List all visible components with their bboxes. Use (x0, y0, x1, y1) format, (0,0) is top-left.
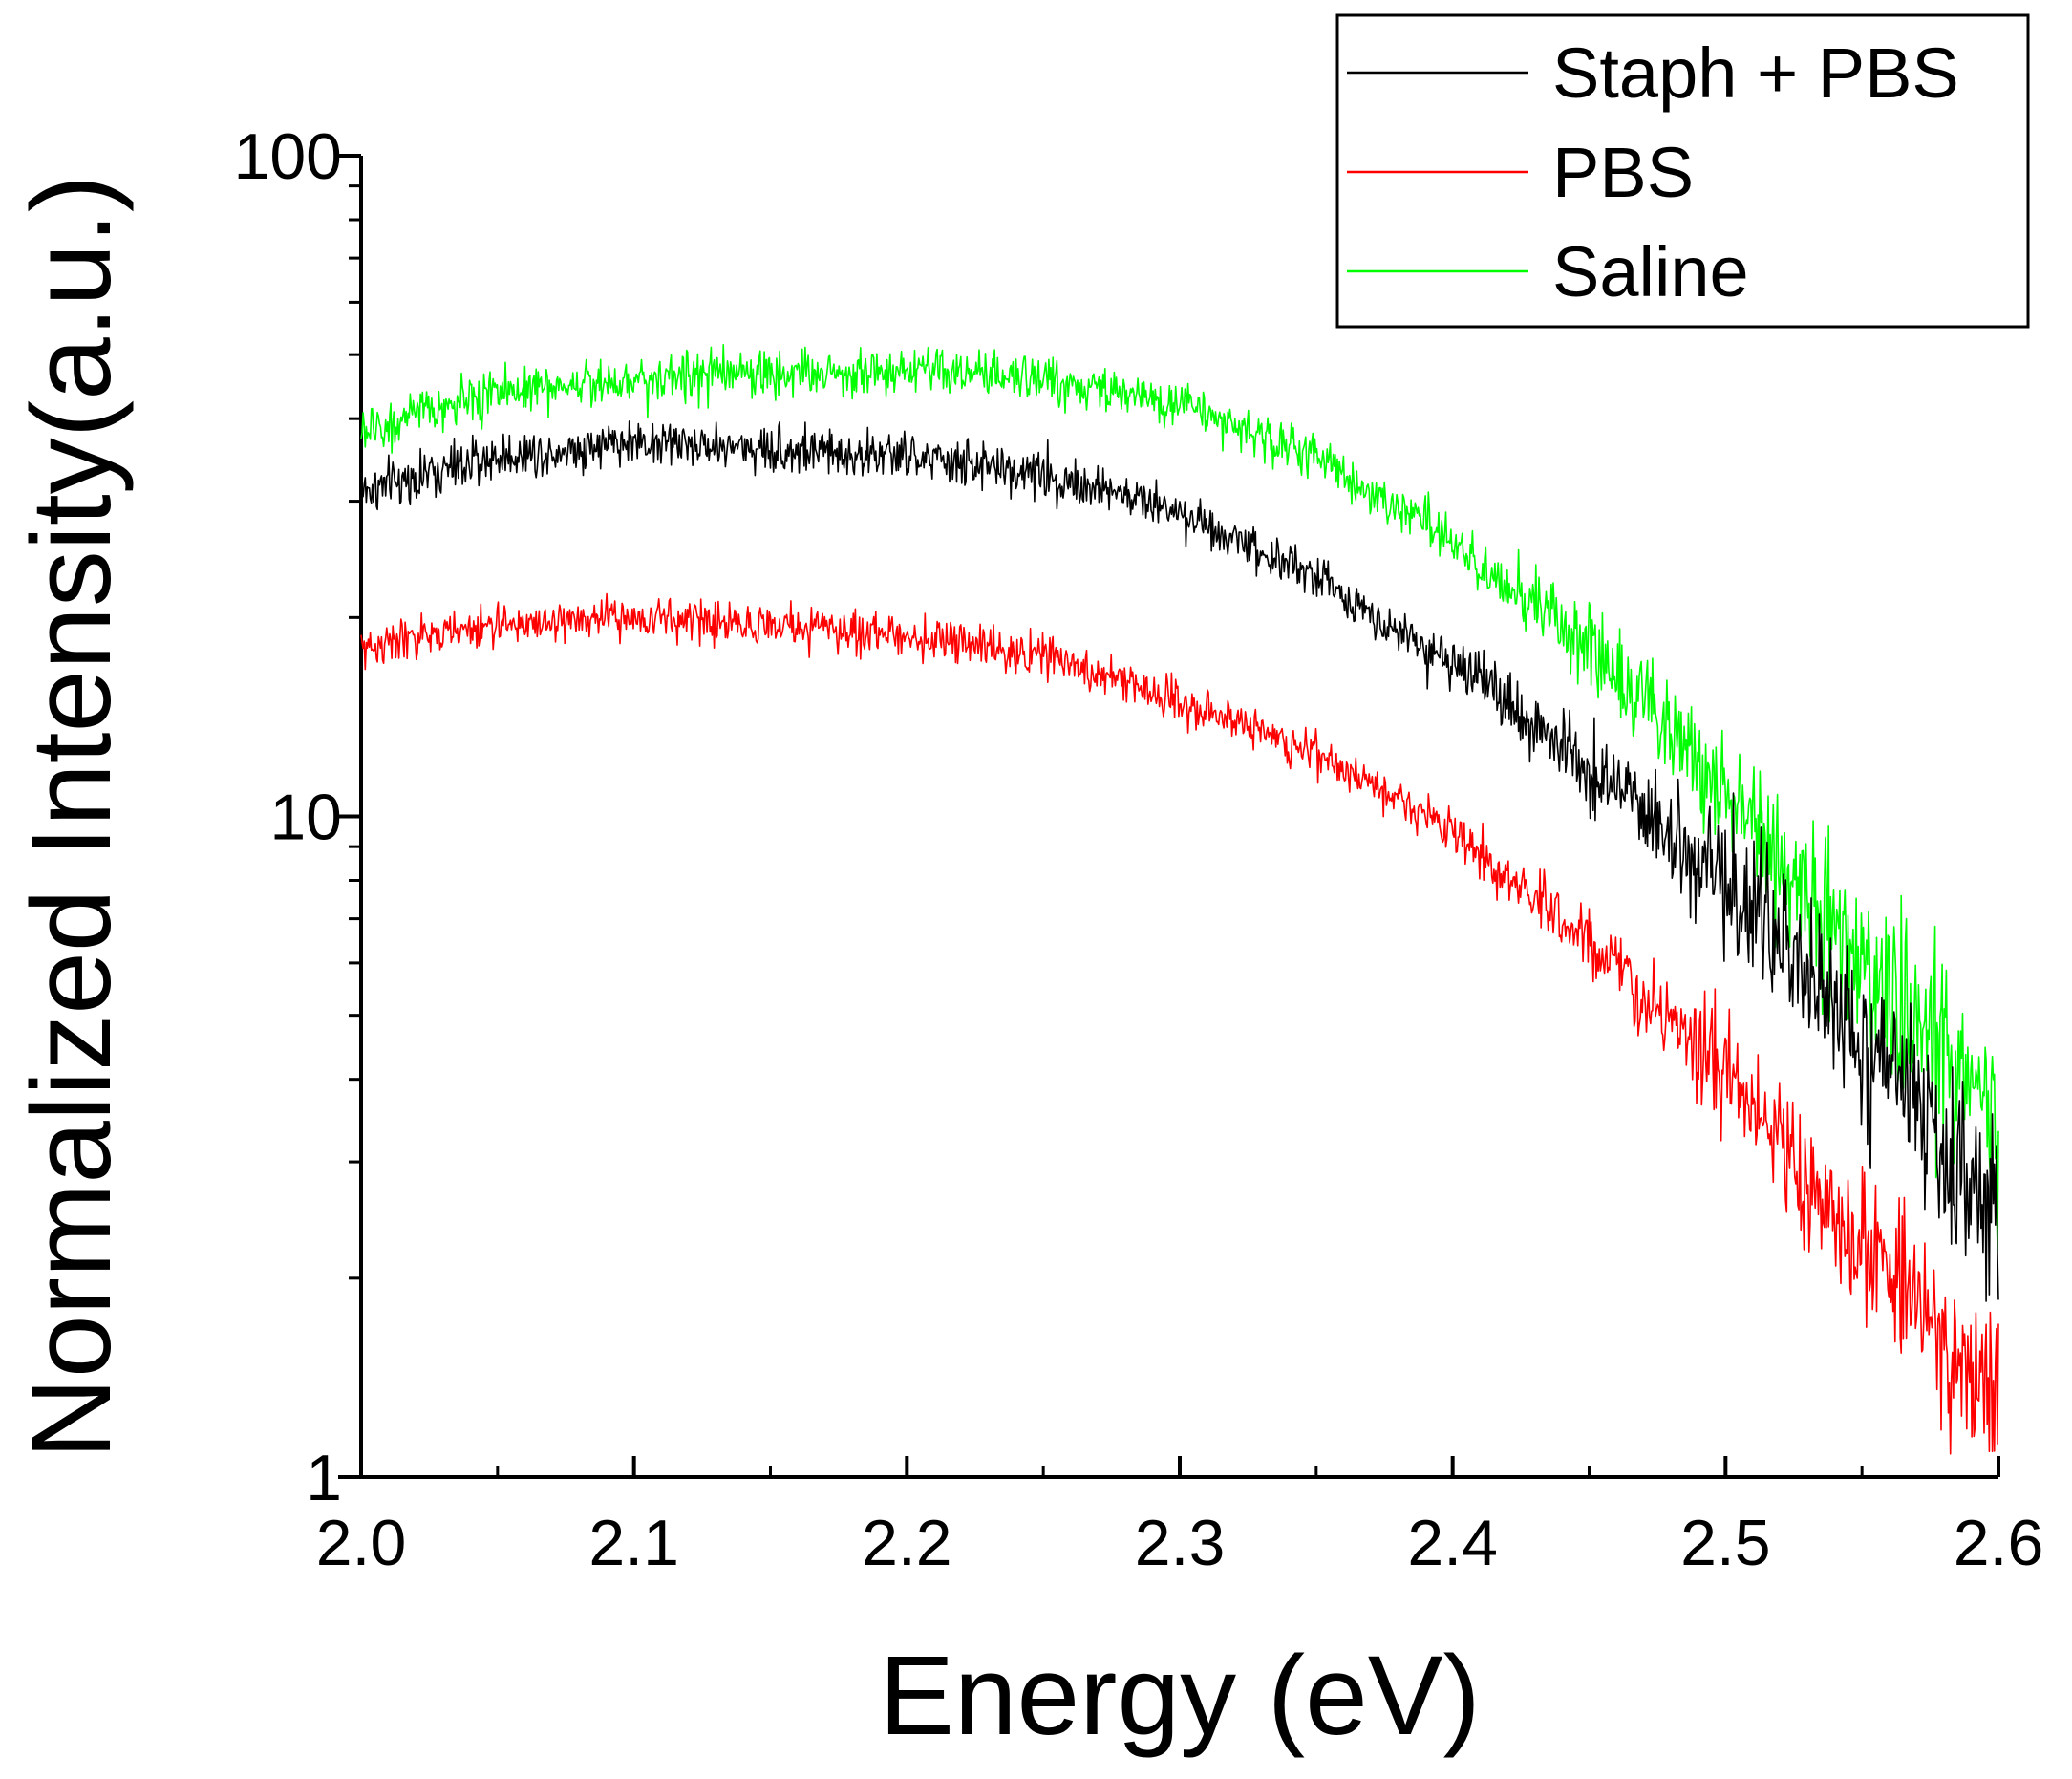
x-tick-label: 2.2 (862, 1507, 952, 1579)
x-tick-label: 2.1 (588, 1507, 679, 1579)
series-line-saline (360, 344, 1999, 1253)
legend-label-saline: Saline (1552, 232, 1749, 311)
x-ticks: 2.0 2.1 2.2 2.3 2.4 2.5 2.6 (316, 1456, 2044, 1579)
legend: Staph + PBS PBS Saline (1335, 13, 2030, 329)
y-ticks: 1 10 100 (234, 120, 361, 1514)
series-line-pbs (360, 592, 1999, 1455)
legend-label-staph-pbs: Staph + PBS (1552, 33, 1959, 113)
x-tick-label: 2.3 (1135, 1507, 1226, 1579)
x-tick-label: 2.4 (1407, 1507, 1498, 1579)
x-tick-label: 2.5 (1680, 1507, 1771, 1579)
series-line-staph-pbs (360, 420, 1999, 1302)
x-tick-label: 2.0 (316, 1507, 407, 1579)
x-tick-label: 2.6 (1954, 1507, 2044, 1579)
y-tick-label: 1 (306, 1442, 342, 1514)
y-tick-label: 100 (234, 120, 342, 193)
series-group (360, 344, 1999, 1455)
y-axis-title: Normalized Intensity(a.u.) (9, 175, 135, 1459)
x-axis-title: Energy (eV) (879, 1633, 1481, 1759)
y-tick-label: 10 (269, 782, 342, 854)
legend-label-pbs: PBS (1552, 133, 1694, 212)
